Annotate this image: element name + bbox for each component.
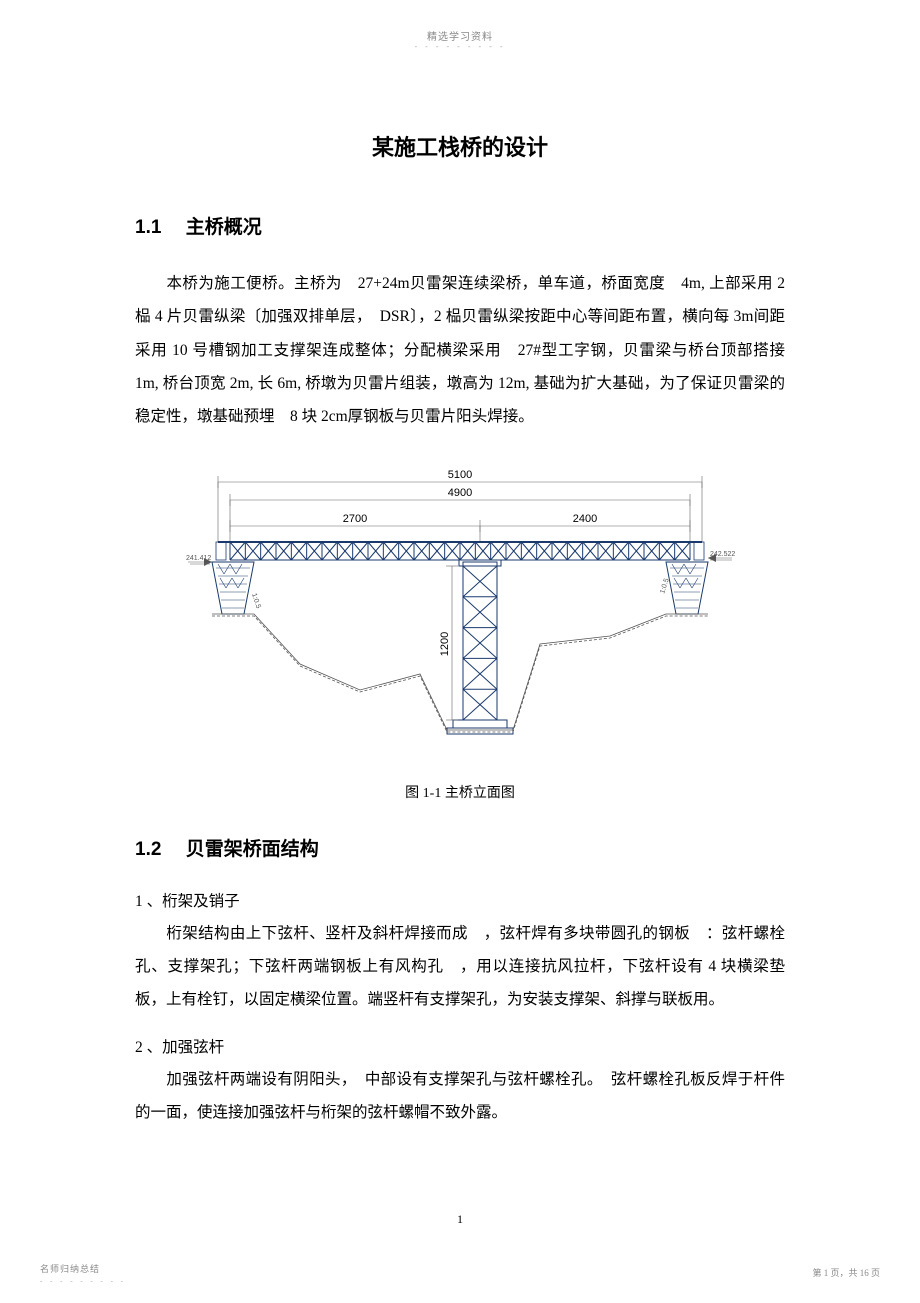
- item-2-paragraph: 加强弦杆两端设有阴阳头， 中部设有支撑架孔与弦杆螺栓孔。 弦杆螺栓孔板反焊于杆件…: [135, 1063, 785, 1130]
- page-header-watermark: 精选学习资料: [0, 28, 920, 43]
- right-elevation-marker: 242.522: [708, 551, 735, 562]
- page-content: 某施工栈桥的设计 1.1 主桥概况 本桥为施工便桥。主桥为 27+24m贝雷架连…: [135, 130, 785, 1147]
- footer-right-text: 第 1 页，共 16 页: [812, 1266, 880, 1279]
- right-abutment-dim-block: [694, 542, 704, 560]
- section-1-heading: 1.1 主桥概况: [135, 212, 785, 239]
- figure-1-1: 5100 4900 2700 2400: [135, 464, 785, 764]
- svg-text:242.522: 242.522: [710, 551, 735, 558]
- dim-total: 5100: [448, 469, 472, 481]
- svg-text:241.412: 241.412: [186, 555, 211, 562]
- dim-right-span: 2400: [573, 513, 597, 525]
- heading-number: 1.2: [135, 839, 161, 860]
- dim-left-span: 2700: [343, 513, 367, 525]
- item-1-label: 1 、桁架及销子: [135, 889, 785, 911]
- ground-line-dashed: [212, 616, 708, 732]
- dim-pier-height: 1200: [439, 631, 451, 655]
- heading-number: 1.1: [135, 217, 161, 238]
- footer-left-dots: - - - - - - - - -: [40, 1277, 126, 1285]
- left-elevation-marker: 241.412: [186, 555, 212, 566]
- svg-text:1:0.5: 1:0.5: [659, 577, 671, 594]
- section-1-paragraph: 本桥为施工便桥。主桥为 27+24m贝雷架连续梁桥，单车道，桥面宽度 4m, 上…: [135, 267, 785, 434]
- heading-text: 贝雷架桥面结构: [186, 839, 319, 860]
- heading-text: 主桥概况: [186, 217, 262, 238]
- dim-inner: 4900: [448, 487, 472, 499]
- bailey-truss: [230, 542, 690, 560]
- left-abutment-dim-block: [216, 542, 226, 560]
- figure-caption: 图 1-1 主桥立面图: [135, 782, 785, 802]
- right-abutment: 1:0.5: [659, 562, 708, 614]
- section-2-heading: 1.2 贝雷架桥面结构: [135, 834, 785, 861]
- footer-left-text: 名师归纳总结: [40, 1262, 100, 1275]
- ground-line: [212, 614, 708, 730]
- item-1-paragraph: 桁架结构由上下弦杆、竖杆及斜杆焊接而成 ，弦杆焊有多块带圆孔的钢板 ：弦杆螺栓孔…: [135, 917, 785, 1017]
- page-number: 1: [0, 1212, 920, 1227]
- central-pier: [447, 560, 513, 734]
- document-title: 某施工栈桥的设计: [135, 130, 785, 162]
- left-abutment: 1:0.5: [212, 562, 262, 614]
- svg-text:1:0.5: 1:0.5: [250, 592, 262, 609]
- item-2-label: 2 、加强弦杆: [135, 1035, 785, 1057]
- page-header-dots: - - - - - - - - -: [0, 42, 920, 51]
- bridge-elevation-diagram: 5100 4900 2700 2400: [180, 464, 740, 764]
